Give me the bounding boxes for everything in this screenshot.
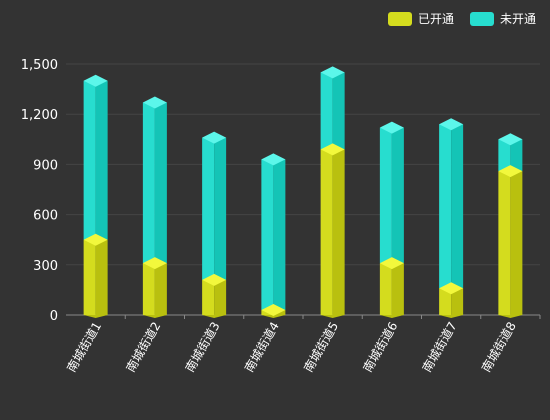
bar-unopened-side: [451, 124, 464, 289]
legend: 已开通 未开通: [387, 10, 536, 27]
bar-unopened-top-cap: [261, 153, 286, 166]
bar-unopened: [320, 72, 333, 150]
x-tick-label: 南城街道2: [123, 319, 164, 375]
bar-group: [498, 133, 523, 318]
bar-bottom-cap: [379, 315, 404, 318]
bar-unopened: [439, 124, 452, 289]
bar-bottom-cap: [498, 315, 523, 318]
bar-opened-top-cap: [320, 143, 345, 156]
bar-opened-top-cap: [498, 165, 523, 178]
bar-opened-top-cap: [142, 257, 167, 270]
bar-unopened-top-cap: [498, 133, 523, 146]
bar-opened: [83, 239, 96, 315]
bar-opened: [142, 263, 155, 315]
x-tick-label: 南城街道7: [419, 319, 460, 375]
y-tick-label: 0: [50, 309, 58, 324]
bar-group: [439, 118, 464, 318]
bar-unopened-side: [214, 137, 227, 280]
y-tick-label: 300: [33, 259, 58, 274]
bar-opened-side: [451, 288, 464, 315]
bar-unopened-side: [273, 159, 286, 310]
bar-opened: [498, 171, 511, 315]
bar-bottom-cap: [439, 315, 464, 318]
bar-bottom-cap: [142, 315, 167, 318]
x-tick-label: 南城街道5: [300, 319, 341, 375]
legend-label-unopened: 未开通: [499, 12, 536, 26]
bar-unopened-side: [154, 102, 167, 264]
bar-unopened-top-cap: [320, 66, 345, 79]
bar-opened-side: [154, 263, 167, 315]
bar-opened: [379, 263, 392, 315]
bar-unopened-top-cap: [379, 121, 404, 134]
y-tick-label: 600: [33, 209, 58, 224]
bar-opened-side: [214, 279, 227, 315]
x-tick-label: 南城街道1: [63, 319, 104, 375]
bar-opened-top-cap: [202, 273, 227, 286]
x-tick-label: 南城街道3: [182, 319, 223, 375]
legend-swatch-opened: [387, 11, 412, 26]
bar-bottom-cap: [261, 315, 286, 318]
bar-unopened: [202, 137, 215, 280]
bar-group: [142, 96, 167, 318]
bar-opened-top-cap: [261, 303, 286, 316]
bar-opened-top-cap: [439, 282, 464, 295]
legend-label-opened: 已开通: [417, 12, 454, 26]
x-tick-label: 南城街道8: [478, 319, 519, 375]
bar-unopened-top-cap: [202, 131, 227, 144]
bar-opened: [320, 149, 333, 315]
x-tick-label: 南城街道4: [241, 319, 282, 375]
y-tick-label: 900: [33, 158, 58, 173]
bar-unopened-side: [391, 127, 404, 264]
bar-opened-side: [95, 239, 108, 315]
bar-unopened-side: [332, 72, 345, 150]
legend-item-opened[interactable]: 已开通: [387, 10, 454, 27]
bar-opened-side: [391, 263, 404, 315]
bar-group: [202, 131, 227, 318]
x-tick-label: 南城街道6: [360, 319, 401, 375]
y-tick-label: 1,200: [21, 108, 58, 123]
bar-opened: [202, 279, 215, 315]
bar-opened-top-cap: [83, 233, 108, 246]
bar-group: [261, 153, 286, 318]
bar-unopened-side: [95, 80, 108, 240]
y-tick-label: 1,500: [21, 58, 58, 73]
bar-group: [320, 66, 345, 318]
bar-bottom-cap: [202, 315, 227, 318]
bar-opened-side: [510, 171, 523, 315]
bar-unopened: [142, 102, 155, 264]
bar-unopened-top-cap: [439, 118, 464, 131]
bar-unopened: [498, 139, 511, 172]
bar-unopened: [83, 80, 96, 240]
bar-bottom-cap: [83, 315, 108, 318]
legend-swatch-unopened: [469, 11, 494, 26]
bar-group: [83, 74, 108, 318]
bar-unopened-top-cap: [142, 96, 167, 109]
bar-unopened-side: [510, 139, 523, 172]
legend-item-unopened[interactable]: 未开通: [469, 10, 536, 27]
bar-opened: [439, 288, 452, 315]
bar-opened-top-cap: [379, 257, 404, 270]
bar-unopened: [261, 159, 274, 310]
bar-unopened: [379, 127, 392, 264]
bar-unopened-top-cap: [83, 74, 108, 87]
bar-bottom-cap: [320, 315, 345, 318]
bar-group: [379, 121, 404, 318]
bar-opened-side: [332, 149, 345, 315]
